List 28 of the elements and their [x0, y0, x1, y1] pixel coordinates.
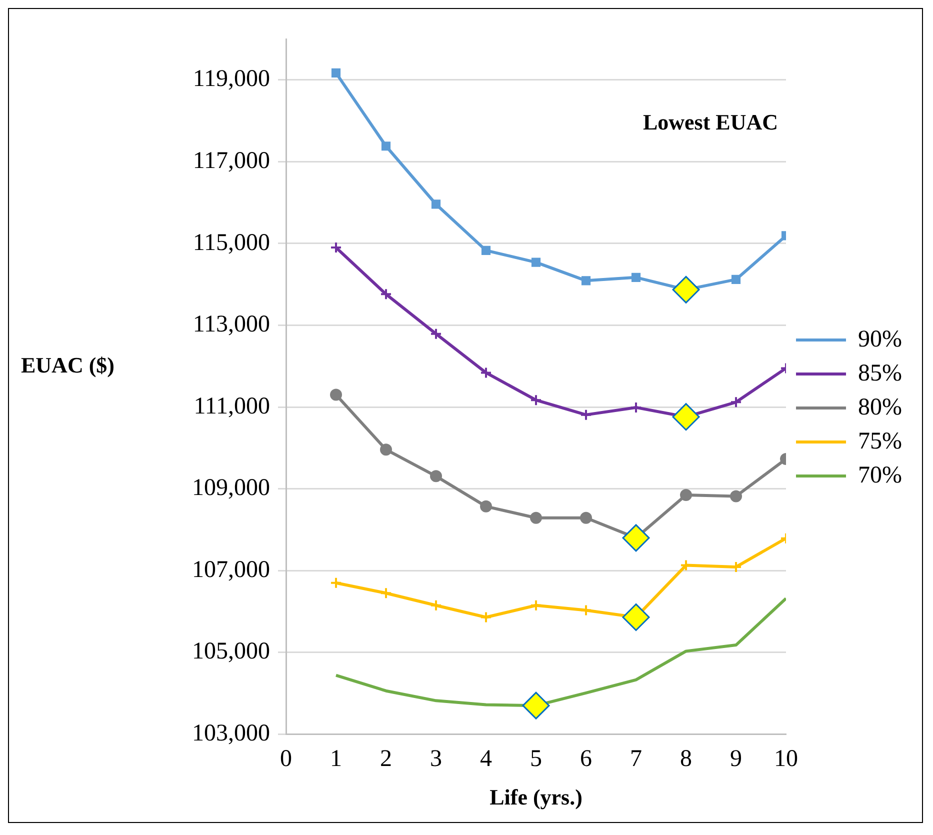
- x-tick-label: 4: [480, 746, 492, 772]
- y-tick-label: 107,000: [192, 556, 270, 583]
- legend-label: 75%: [858, 428, 902, 454]
- annotation: Lowest EUAC: [642, 110, 778, 135]
- legend-label: 90%: [858, 326, 902, 352]
- y-tick-label: 103,000: [192, 720, 270, 746]
- legend-label: 80%: [858, 394, 902, 420]
- x-tick-label: 3: [430, 746, 442, 772]
- y-axis-title: EUAC ($): [21, 352, 114, 378]
- x-tick-label: 0: [280, 746, 292, 772]
- x-tick-label: 1: [330, 746, 342, 772]
- y-tick-label: 117,000: [192, 148, 270, 174]
- x-tick-label: 9: [730, 746, 742, 772]
- x-tick-label: 5: [530, 746, 542, 772]
- x-tick-label: 10: [774, 746, 798, 772]
- y-tick-label: 113,000: [192, 312, 270, 338]
- y-tick-label: 109,000: [192, 475, 270, 502]
- legend-label: 85%: [858, 360, 902, 386]
- y-tick-label: 105,000: [192, 638, 270, 665]
- y-tick-label: 119,000: [192, 66, 270, 92]
- x-tick-label: 6: [580, 746, 592, 772]
- x-tick-label: 2: [380, 746, 392, 772]
- legend-label: 70%: [858, 462, 902, 488]
- x-tick-label: 8: [680, 746, 692, 772]
- y-tick-label: 111,000: [194, 393, 270, 420]
- y-tick-label: 115,000: [192, 230, 270, 256]
- x-axis-title: Life (yrs.): [490, 784, 582, 810]
- x-tick-label: 7: [630, 746, 642, 772]
